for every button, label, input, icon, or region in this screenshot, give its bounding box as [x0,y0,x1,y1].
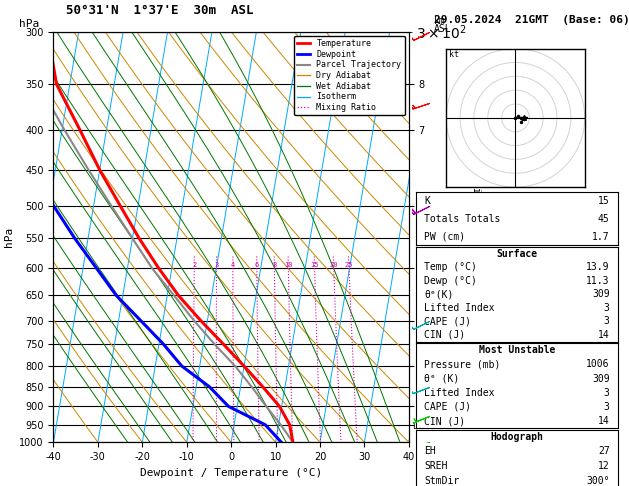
Text: θᵉ (K): θᵉ (K) [425,374,460,383]
Y-axis label: hPa: hPa [4,227,14,247]
Text: θᵉ(K): θᵉ(K) [425,289,454,299]
Text: CAPE (J): CAPE (J) [425,402,472,412]
Text: 14: 14 [598,416,610,426]
Text: 3: 3 [604,388,610,398]
Text: 6: 6 [255,262,259,268]
Text: 309: 309 [592,374,610,383]
Text: Most Unstable: Most Unstable [479,345,555,355]
Text: CIN (J): CIN (J) [425,416,465,426]
Text: Lifted Index: Lifted Index [425,388,495,398]
Text: 29.05.2024  21GMT  (Base: 06): 29.05.2024 21GMT (Base: 06) [434,15,629,25]
Text: Temp (°C): Temp (°C) [425,262,477,272]
Text: 20: 20 [330,262,338,268]
Text: Surface: Surface [496,249,538,259]
Text: Pressure (mb): Pressure (mb) [425,359,501,369]
Text: 8: 8 [272,262,277,268]
Text: 14: 14 [598,330,610,340]
Text: SREH: SREH [425,461,448,471]
Text: Totals Totals: Totals Totals [425,214,501,224]
Text: 10: 10 [284,262,292,268]
Text: StmDir: StmDir [425,476,460,486]
Text: 3: 3 [214,262,219,268]
Text: 2: 2 [192,262,196,268]
Text: 12: 12 [598,461,610,471]
Text: 3: 3 [604,402,610,412]
Text: Dewp (°C): Dewp (°C) [425,276,477,286]
Text: 3: 3 [604,303,610,313]
Text: 1006: 1006 [586,359,610,369]
Text: Lifted Index: Lifted Index [425,303,495,313]
Text: CAPE (J): CAPE (J) [425,316,472,327]
Text: 15: 15 [310,262,319,268]
Text: LCL: LCL [413,422,427,431]
Text: 3: 3 [604,316,610,327]
Y-axis label: Mixing Ratio (g/kg): Mixing Ratio (g/kg) [471,181,481,293]
Text: CIN (J): CIN (J) [425,330,465,340]
Text: PW (cm): PW (cm) [425,231,465,242]
Text: 27: 27 [598,447,610,456]
Text: 11.3: 11.3 [586,276,610,286]
Text: 25: 25 [345,262,353,268]
Text: km: km [434,16,446,26]
Text: 15: 15 [598,196,610,206]
Text: EH: EH [425,447,436,456]
Text: Hodograph: Hodograph [491,432,543,442]
Text: K: K [425,196,430,206]
Text: 45: 45 [598,214,610,224]
Text: 13.9: 13.9 [586,262,610,272]
Text: 50°31'N  1°37'E  30m  ASL: 50°31'N 1°37'E 30m ASL [66,4,253,17]
X-axis label: Dewpoint / Temperature (°C): Dewpoint / Temperature (°C) [140,468,322,478]
Text: 4: 4 [231,262,235,268]
Text: 309: 309 [592,289,610,299]
Text: 1.7: 1.7 [592,231,610,242]
Text: kt: kt [449,50,459,59]
Text: ASL: ASL [434,24,452,34]
Legend: Temperature, Dewpoint, Parcel Trajectory, Dry Adiabat, Wet Adiabat, Isotherm, Mi: Temperature, Dewpoint, Parcel Trajectory… [294,36,404,115]
Text: 300°: 300° [586,476,610,486]
Text: hPa: hPa [19,19,39,29]
